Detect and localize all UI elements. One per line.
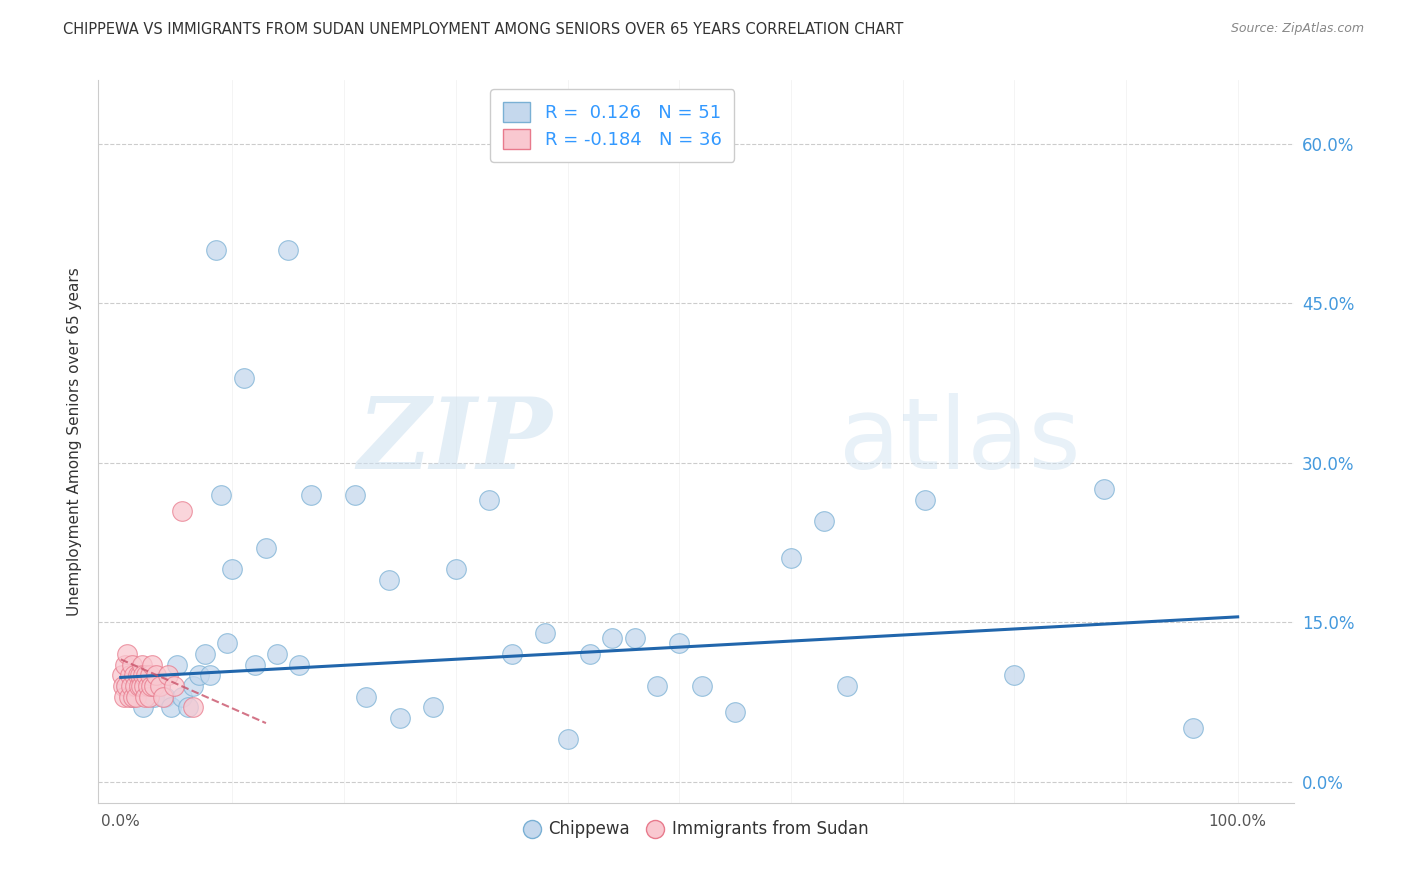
Point bbox=[183, 700, 205, 714]
Point bbox=[139, 668, 162, 682]
Point bbox=[129, 679, 152, 693]
Text: ZIP: ZIP bbox=[357, 393, 553, 490]
Point bbox=[183, 679, 205, 693]
Point bbox=[128, 668, 150, 682]
Point bbox=[266, 647, 288, 661]
Point bbox=[422, 700, 444, 714]
Point bbox=[117, 690, 139, 704]
Point bbox=[115, 679, 138, 693]
Text: Source: ZipAtlas.com: Source: ZipAtlas.com bbox=[1230, 22, 1364, 36]
Point bbox=[134, 690, 156, 704]
Point bbox=[187, 668, 209, 682]
Point bbox=[132, 668, 155, 682]
Point bbox=[835, 679, 858, 693]
Point bbox=[152, 690, 174, 704]
Point bbox=[138, 690, 160, 704]
Point bbox=[128, 679, 150, 693]
Point bbox=[111, 679, 134, 693]
Point bbox=[124, 679, 146, 693]
Point bbox=[177, 700, 200, 714]
Point bbox=[122, 690, 145, 704]
Point bbox=[645, 679, 668, 693]
Point bbox=[114, 657, 136, 672]
Point bbox=[120, 679, 142, 693]
Point bbox=[136, 679, 159, 693]
Point bbox=[145, 668, 167, 682]
Point bbox=[813, 514, 835, 528]
Point bbox=[534, 625, 557, 640]
Point bbox=[356, 690, 378, 704]
Point bbox=[344, 488, 367, 502]
Point bbox=[277, 244, 299, 258]
Point bbox=[557, 732, 579, 747]
Point bbox=[1182, 722, 1205, 736]
Legend: Chippewa, Immigrants from Sudan: Chippewa, Immigrants from Sudan bbox=[517, 814, 875, 845]
Point bbox=[139, 679, 162, 693]
Point bbox=[155, 690, 177, 704]
Point bbox=[204, 244, 226, 258]
Point bbox=[209, 488, 232, 502]
Point bbox=[914, 493, 936, 508]
Point bbox=[501, 647, 523, 661]
Point bbox=[115, 679, 138, 693]
Point bbox=[172, 690, 194, 704]
Point bbox=[122, 668, 145, 682]
Point bbox=[198, 668, 221, 682]
Point bbox=[600, 631, 623, 645]
Point bbox=[143, 690, 166, 704]
Point bbox=[579, 647, 602, 661]
Point bbox=[288, 657, 311, 672]
Text: CHIPPEWA VS IMMIGRANTS FROM SUDAN UNEMPLOYMENT AMONG SENIORS OVER 65 YEARS CORRE: CHIPPEWA VS IMMIGRANTS FROM SUDAN UNEMPL… bbox=[63, 22, 904, 37]
Point bbox=[1002, 668, 1025, 682]
Point bbox=[132, 700, 155, 714]
Point bbox=[160, 700, 183, 714]
Point bbox=[690, 679, 713, 693]
Point bbox=[121, 657, 143, 672]
Point bbox=[121, 690, 143, 704]
Point bbox=[149, 679, 172, 693]
Point bbox=[118, 668, 141, 682]
Point bbox=[221, 562, 243, 576]
Point bbox=[623, 631, 645, 645]
Point bbox=[780, 551, 803, 566]
Point bbox=[478, 493, 501, 508]
Point bbox=[134, 679, 156, 693]
Point bbox=[156, 668, 179, 682]
Point bbox=[149, 679, 172, 693]
Point bbox=[117, 647, 139, 661]
Point bbox=[724, 706, 747, 720]
Point bbox=[193, 647, 215, 661]
Point bbox=[215, 636, 238, 650]
Point bbox=[254, 541, 277, 555]
Y-axis label: Unemployment Among Seniors over 65 years: Unemployment Among Seniors over 65 years bbox=[67, 268, 83, 615]
Point bbox=[163, 679, 186, 693]
Point bbox=[166, 657, 188, 672]
Point bbox=[232, 371, 254, 385]
Point bbox=[378, 573, 401, 587]
Point bbox=[1092, 483, 1115, 497]
Point bbox=[111, 668, 134, 682]
Point bbox=[127, 668, 149, 682]
Point bbox=[112, 690, 135, 704]
Point bbox=[143, 679, 166, 693]
Point bbox=[172, 503, 194, 517]
Point bbox=[444, 562, 467, 576]
Point bbox=[299, 488, 322, 502]
Point bbox=[131, 657, 153, 672]
Point bbox=[138, 679, 160, 693]
Point bbox=[125, 690, 148, 704]
Point bbox=[668, 636, 690, 650]
Point bbox=[388, 711, 411, 725]
Point bbox=[135, 668, 157, 682]
Point bbox=[141, 657, 163, 672]
Point bbox=[127, 668, 149, 682]
Point bbox=[243, 657, 266, 672]
Text: atlas: atlas bbox=[839, 393, 1081, 490]
